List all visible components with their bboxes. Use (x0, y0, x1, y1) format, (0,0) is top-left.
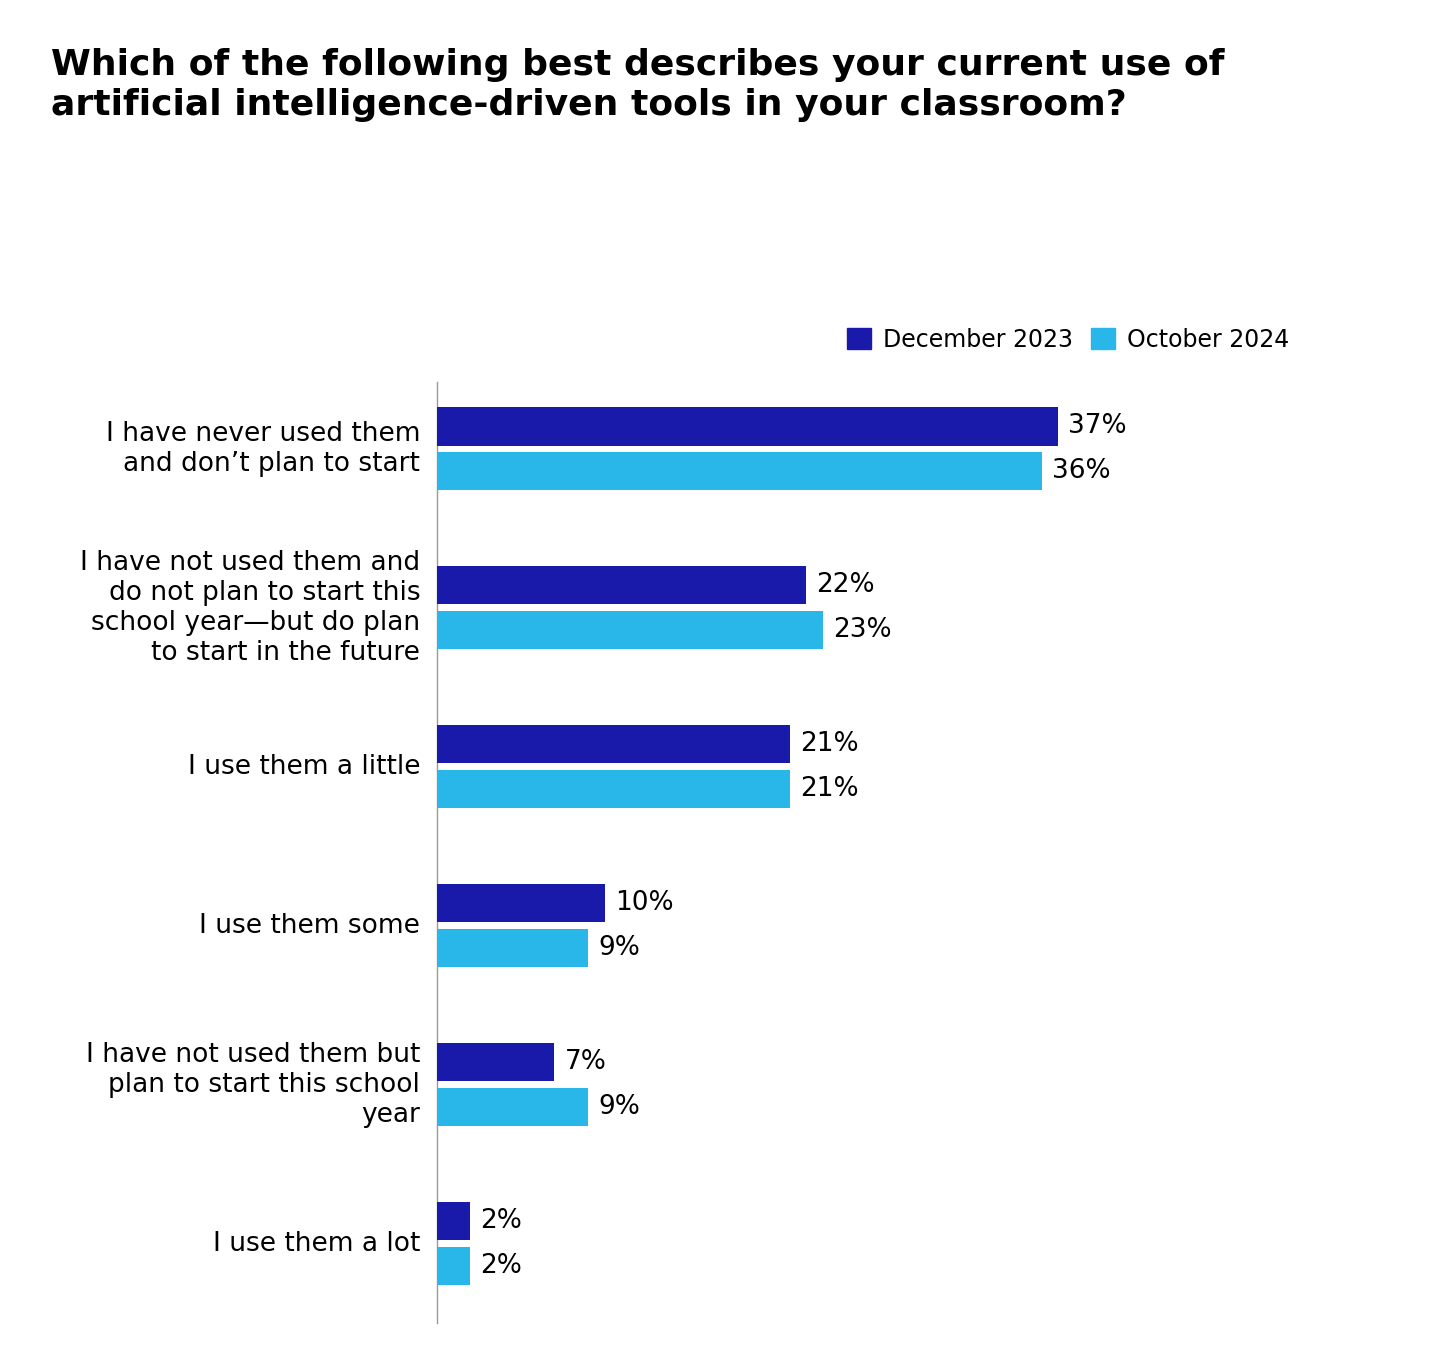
Text: 22%: 22% (817, 573, 875, 599)
Text: 21%: 21% (799, 776, 858, 802)
Bar (437, 769, 789, 807)
Text: 7%: 7% (565, 1049, 606, 1075)
Bar (437, 929, 588, 967)
Bar (437, 611, 823, 649)
Bar (437, 566, 807, 604)
Text: 2%: 2% (480, 1254, 523, 1279)
Text: 21%: 21% (799, 731, 858, 757)
Text: 2%: 2% (480, 1209, 523, 1234)
Text: 36%: 36% (1051, 458, 1111, 484)
Bar (437, 884, 604, 922)
Bar (437, 1202, 470, 1240)
Text: 9%: 9% (598, 1094, 641, 1120)
Text: 23%: 23% (833, 617, 893, 642)
Bar (437, 1247, 470, 1285)
Text: 10%: 10% (614, 891, 674, 917)
Bar (437, 1088, 588, 1125)
Bar (437, 1043, 555, 1082)
Bar (437, 451, 1041, 490)
Text: Which of the following best describes your current use of
artificial intelligenc: Which of the following best describes yo… (51, 48, 1224, 123)
Text: 9%: 9% (598, 934, 641, 960)
Bar (437, 408, 1059, 446)
Legend: December 2023, October 2024: December 2023, October 2024 (837, 318, 1299, 361)
Text: 37%: 37% (1069, 413, 1127, 439)
Bar (437, 726, 789, 764)
